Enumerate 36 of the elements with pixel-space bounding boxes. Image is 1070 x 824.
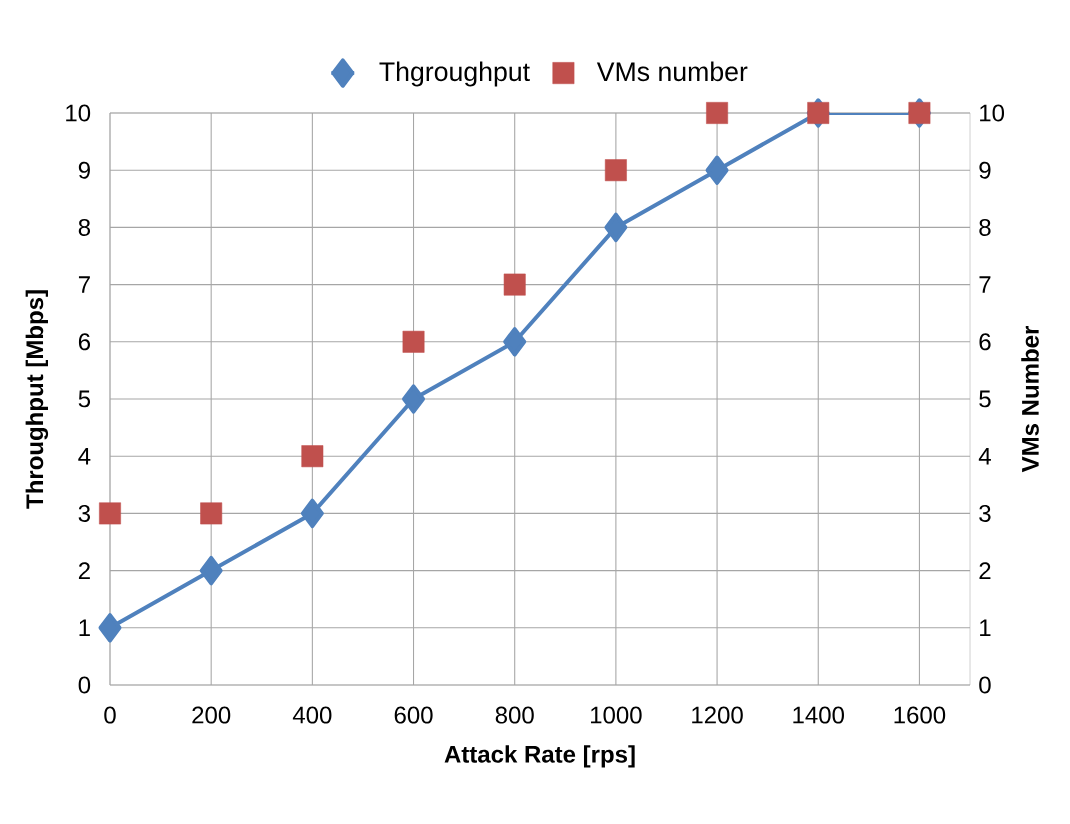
y-tick-label: 1	[79, 619, 90, 637]
y-axis-title: Throughput [Mbps]	[25, 290, 49, 509]
y-tick-label: 6	[78, 333, 91, 351]
y-tick-label: 0	[78, 676, 91, 694]
y2-tick-label: 5	[979, 390, 991, 408]
y-tick-label: 7	[78, 276, 90, 293]
y2-tick-label: 7	[979, 276, 991, 293]
y-tick-label: 2	[78, 562, 90, 579]
x-tick-label: 800	[495, 706, 534, 724]
x-tick-label: 1200	[692, 706, 743, 724]
legend-label: Thgroughput	[379, 61, 530, 87]
x-tick-label: 200	[192, 706, 231, 724]
legend-label: VMs number	[596, 61, 748, 82]
y2-tick-label: 6	[979, 333, 991, 351]
y2-tick-label: 3	[979, 504, 991, 522]
y2-tick-label: 10	[980, 104, 1005, 122]
x-tick-label: 600	[394, 706, 433, 724]
x-tick-label: 1400	[793, 706, 844, 724]
x-axis-title: Attack Rate [rps]	[444, 745, 635, 768]
x-tick-label: 1600	[894, 706, 946, 724]
y2-tick-label: 1	[980, 619, 991, 637]
x-tick-label: 1000	[591, 706, 642, 724]
y-tick-label: 9	[78, 161, 90, 179]
y2-tick-label: 8	[979, 218, 991, 236]
y2-tick-label: 2	[979, 562, 991, 579]
y2-tick-label: 9	[979, 161, 991, 179]
x-tick-label: 400	[292, 706, 332, 724]
x-tick-label: 0	[104, 706, 116, 724]
y-tick-label: 8	[78, 218, 91, 236]
y-tick-label: 3	[78, 504, 91, 522]
y2-tick-label: 4	[978, 447, 991, 465]
y2-tick-label: 0	[979, 676, 991, 694]
y2-axis-title: VMs Number	[1021, 326, 1039, 473]
y-tick-label: 5	[78, 390, 91, 408]
y-tick-label: 10	[66, 104, 91, 122]
y-tick-label: 4	[78, 447, 91, 465]
